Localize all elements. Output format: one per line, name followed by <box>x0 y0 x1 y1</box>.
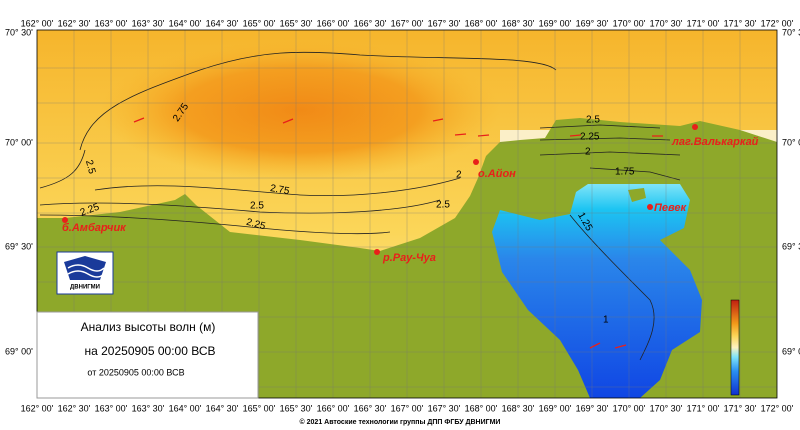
lon-label: 172° 00' <box>761 403 794 413</box>
lon-label: 162° 30' <box>58 18 91 28</box>
lon-label: 169° 00' <box>539 18 572 28</box>
lon-label: 169° 30' <box>576 18 609 28</box>
lon-label: 164° 30' <box>206 18 239 28</box>
legend-box <box>36 311 259 399</box>
place-markers <box>62 124 698 255</box>
lon-label: 166° 30' <box>354 18 387 28</box>
lon-label: 164° 00' <box>169 403 202 413</box>
contour-label: 2.25 <box>245 217 267 233</box>
contour-line <box>569 214 655 361</box>
lon-labels-bottom: 162° 00' 162° 30' 163° 00' 163° 30' 164° 00'… <box>21 403 794 413</box>
contour-label: 1 <box>603 315 609 326</box>
legend-title: Анализ высоты волн (м) <box>81 320 216 334</box>
logo-text: ДВНИГМИ <box>70 285 100 291</box>
contour-line <box>39 214 391 235</box>
lon-label: 172° 00' <box>761 18 794 28</box>
lon-labels-top: 162° 00' 162° 30' 163° 00' 163° 30' 164° 00'… <box>21 18 794 28</box>
lon-label: 164° 30' <box>206 403 239 413</box>
logo-emblem <box>64 256 106 280</box>
legend-date: на 20250905 00:00 ВСВ <box>85 344 216 358</box>
contour-label: 2.5 <box>83 159 97 176</box>
lon-label: 166° 00' <box>317 403 350 413</box>
lon-label: 170° 30' <box>650 18 683 28</box>
contour-label: 1.75 <box>615 167 635 178</box>
grid <box>73 30 741 398</box>
lon-label: 163° 30' <box>132 18 165 28</box>
lon-label: 170° 00' <box>613 18 646 28</box>
lon-label: 163° 00' <box>95 18 128 28</box>
logo: ДВНИГМИ <box>56 251 114 295</box>
lat-label: 69° 30' <box>782 241 800 251</box>
lat-labels: 70° 30' 70° 30' 70° 00' 70° 00' 69° 30' 69° 3… <box>5 27 800 356</box>
lon-label: 168° 30' <box>502 18 535 28</box>
lat-label: 69° 30' <box>5 241 33 251</box>
colorbar <box>730 299 740 396</box>
place-label: б.Амбарчик <box>62 222 127 234</box>
lat-label: 70° 30' <box>782 27 800 37</box>
map-frame <box>36 29 778 399</box>
lon-label: 162° 00' <box>21 18 54 28</box>
lon-label: 170° 00' <box>613 403 646 413</box>
lon-label: 171° 00' <box>687 18 720 28</box>
contour-label: 2.5 <box>436 200 450 211</box>
island <box>628 188 646 202</box>
lon-label: 163° 30' <box>132 403 165 413</box>
place-label: Певек <box>654 202 688 214</box>
place-label: о.Айон <box>478 168 516 180</box>
contour-line <box>39 149 461 197</box>
lon-label: 168° 00' <box>465 403 498 413</box>
legend: Анализ высоты волн (м) на 20250905 00:00… <box>36 311 259 399</box>
lon-label: 170° 30' <box>650 403 683 413</box>
lat-label: 70° 00' <box>782 137 800 147</box>
lon-label: 163° 00' <box>95 403 128 413</box>
lon-label: 167° 30' <box>428 403 461 413</box>
lat-label: 69° 00' <box>5 346 33 356</box>
place-label: лаг.Валькаркай <box>671 136 759 148</box>
contour-label: 2 <box>585 147 591 158</box>
contour-label: 2.5 <box>586 115 600 126</box>
contour-line <box>539 124 681 181</box>
contour-label: 2.25 <box>580 132 600 143</box>
lon-label: 171° 00' <box>687 403 720 413</box>
legend-issued: от 20250905 00:00 ВСВ <box>87 367 184 377</box>
wave-max <box>100 40 500 180</box>
lat-label: 70° 30' <box>5 27 33 37</box>
contour-label: 2.5 <box>250 201 264 212</box>
place-label: р.Рау-Чуа <box>382 252 436 264</box>
lon-label: 166° 00' <box>317 18 350 28</box>
lon-label: 165° 00' <box>243 18 276 28</box>
lon-label: 168° 00' <box>465 18 498 28</box>
lon-label: 169° 00' <box>539 403 572 413</box>
copyright: © 2021 Автоские технологии группы ДПП ФГ… <box>300 418 501 426</box>
lon-label: 165° 30' <box>280 18 313 28</box>
lon-label: 167° 00' <box>391 403 424 413</box>
contour-line <box>79 51 557 151</box>
contour-line <box>39 199 441 214</box>
lon-label: 167° 00' <box>391 18 424 28</box>
lon-label: 164° 00' <box>169 18 202 28</box>
lon-label: 171° 30' <box>724 403 757 413</box>
lon-label: 169° 30' <box>576 403 609 413</box>
colorbar-ramp <box>730 299 740 396</box>
lon-label: 171° 30' <box>724 18 757 28</box>
lon-label: 162° 00' <box>21 403 54 413</box>
wave-arrows <box>133 117 663 349</box>
bay <box>492 184 702 398</box>
lon-label: 162° 30' <box>58 403 91 413</box>
lon-label: 165° 00' <box>243 403 276 413</box>
contour-label: 2 <box>456 170 462 181</box>
logo-waves <box>67 264 105 278</box>
lon-label: 166° 30' <box>354 403 387 413</box>
lon-label: 165° 30' <box>280 403 313 413</box>
lon-label: 167° 30' <box>428 18 461 28</box>
lat-label: 70° 00' <box>5 137 33 147</box>
lat-label: 69° 00' <box>782 346 800 356</box>
contour-label: 2.75 <box>269 183 291 197</box>
lon-label: 168° 30' <box>502 403 535 413</box>
